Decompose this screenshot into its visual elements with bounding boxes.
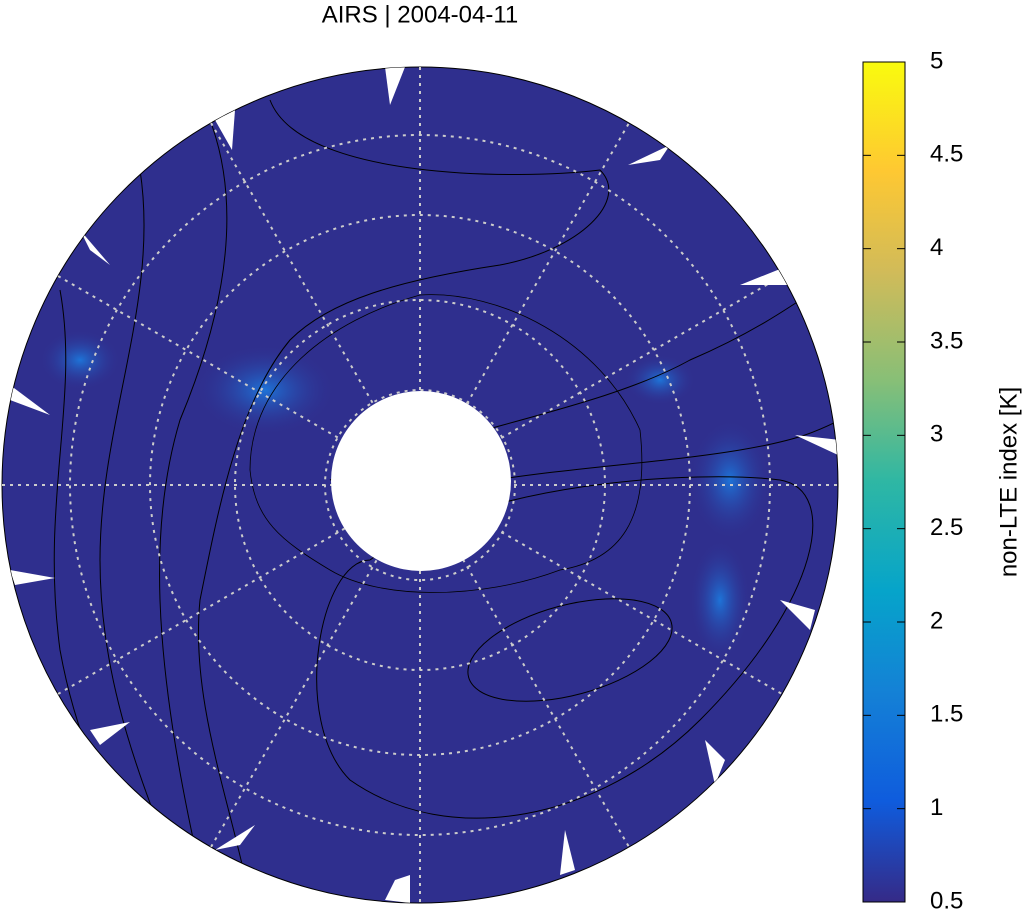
colorbar-tick-label: 4.5	[930, 141, 963, 168]
map-title: AIRS | 2004-04-11	[322, 1, 519, 28]
colorbar-tick-label: 5	[930, 47, 943, 74]
colorbar-tick-label: 2.5	[930, 514, 963, 541]
colorbar-tick-label: 4	[930, 234, 943, 261]
colorbar-tick-label: 1.5	[930, 701, 963, 728]
colorbar	[862, 61, 906, 903]
colorbar-tick-label: 3	[930, 421, 943, 448]
colorbar-tick-label: 3.5	[930, 327, 963, 354]
colorbar-label: non-LTE index [K]	[995, 387, 1022, 577]
polar-map	[1, 66, 839, 904]
colorbar-tick-label: 2	[930, 607, 943, 634]
colorbar-tick-label: 0.5	[930, 887, 963, 913]
polar-gap	[331, 391, 511, 571]
colorbar-tick-label: 1	[930, 794, 943, 821]
